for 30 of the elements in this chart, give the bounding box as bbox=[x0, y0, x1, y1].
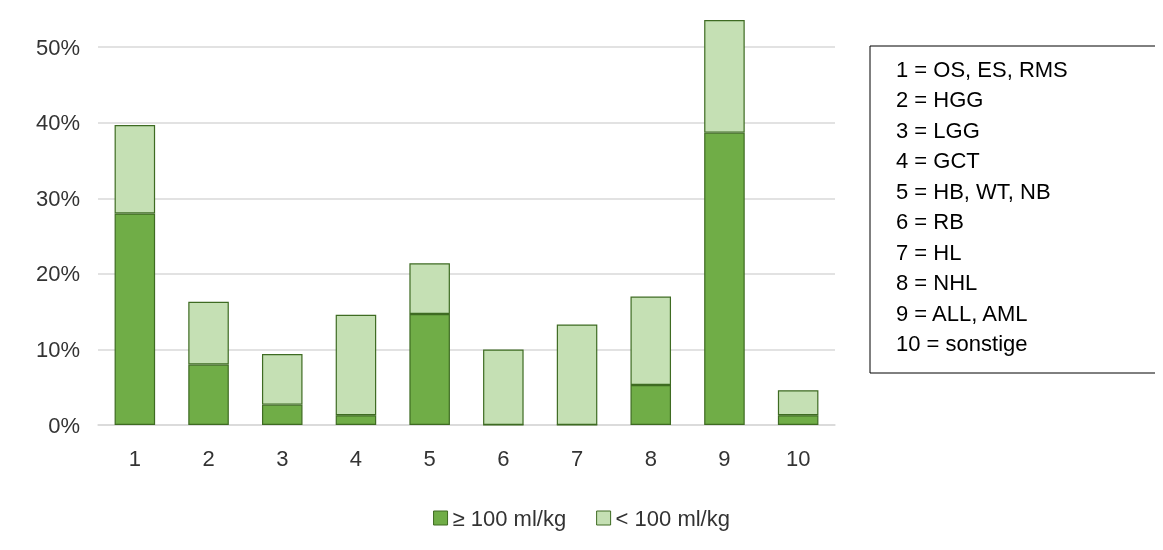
text: 9 = ALL, AML bbox=[896, 300, 1028, 326]
bar bbox=[483, 349, 524, 425]
x-tick-label: 7 bbox=[570, 445, 584, 471]
text: 8 = NHL bbox=[896, 270, 978, 295]
text: 7 = HL bbox=[896, 239, 962, 265]
x-tick-label: 10 bbox=[785, 445, 811, 471]
text: 6 = RB bbox=[896, 209, 964, 234]
x-tick-label: 3 bbox=[276, 445, 289, 471]
legend-label: < 100 ml/kg bbox=[615, 505, 730, 531]
x-tick-label: 8 bbox=[644, 445, 657, 471]
text: 3 = LGG bbox=[896, 117, 980, 143]
text: 2 = HGG bbox=[896, 87, 984, 112]
x-tick-label: 2 bbox=[202, 445, 215, 471]
x-tick-label: 6 bbox=[497, 445, 510, 471]
text: 1 = OS, ES, RMS bbox=[896, 56, 1068, 82]
y-tick-label: 20% bbox=[35, 261, 80, 287]
text: 10 = sonstige bbox=[896, 331, 1028, 356]
y-tick-label: 50% bbox=[35, 34, 80, 60]
x-tick-label: 4 bbox=[349, 445, 363, 471]
x-tick-label: 9 bbox=[718, 445, 731, 471]
y-tick-label: 40% bbox=[35, 110, 80, 136]
y-tick-label: 10% bbox=[35, 336, 80, 362]
x-tick-label: 1 bbox=[128, 445, 141, 471]
x-tick-label: 5 bbox=[423, 445, 436, 471]
legend-label: ≥ 100 ml/kg bbox=[452, 505, 567, 531]
y-tick-label: 30% bbox=[35, 185, 80, 211]
text: 5 = HB, WT, NB bbox=[896, 178, 1051, 204]
bar bbox=[556, 324, 598, 425]
y-tick-label: 0% bbox=[48, 412, 80, 438]
text: 4 = GCT bbox=[896, 148, 980, 173]
